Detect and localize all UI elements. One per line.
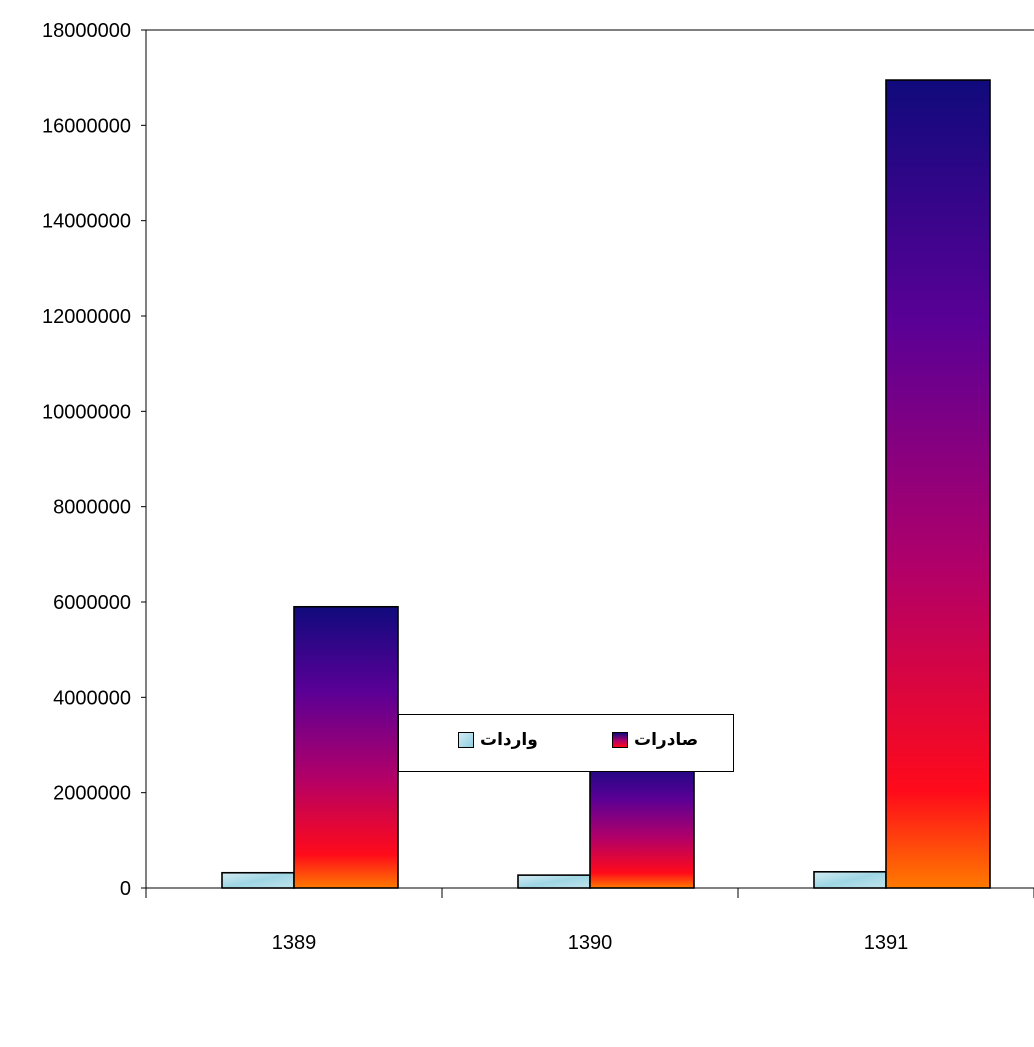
y-tick-label: 14000000 [42,211,131,233]
x-tick-label: 1389 [272,932,317,954]
legend-swatch-exports [612,732,628,748]
legend-label-imports: واردات [480,730,538,750]
bar-exports-1390 [589,759,695,889]
y-tick-label: 6000000 [53,592,131,614]
bar-exports-1391 [885,79,991,889]
y-tick-label: 12000000 [42,306,131,328]
y-tick-label: 4000000 [53,687,131,709]
y-tick-label: 10000000 [42,401,131,423]
bar-imports-1389 [221,871,295,889]
bar-exports-1389 [293,605,399,889]
y-tick-label: 0 [120,878,131,900]
bar-imports-1390 [517,874,591,889]
chart-legend: واردات صادرات [398,714,734,772]
x-tick-label: 1390 [568,932,613,954]
y-tick-label: 16000000 [42,115,131,137]
legend-swatch-imports [458,732,474,748]
y-tick-label: 8000000 [53,497,131,519]
legend-item-exports: صادرات [612,730,698,750]
y-tick-label: 18000000 [42,20,131,42]
legend-label-exports: صادرات [634,730,699,750]
chart-tick-labels: 0 2000000 4000000 6000000 8000000 10000000 120… [42,20,908,954]
chart-bars [221,79,991,889]
y-tick-label: 2000000 [53,783,131,805]
legend-item-imports: واردات [458,730,538,750]
bar-imports-1391 [813,870,887,889]
x-tick-label: 1391 [864,932,909,954]
